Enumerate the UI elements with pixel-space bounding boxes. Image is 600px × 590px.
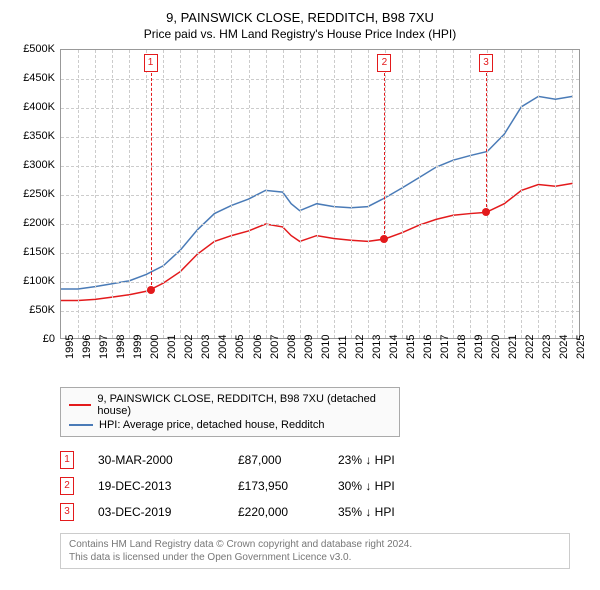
legend-item: HPI: Average price, detached house, Redd… (69, 418, 391, 432)
legend-swatch (69, 424, 93, 426)
row-pct: 23% ↓ HPI (338, 453, 448, 467)
row-price: £87,000 (238, 453, 338, 467)
x-axis-label: 2012 (354, 335, 366, 359)
x-axis-label: 2004 (217, 335, 229, 359)
x-axis-label: 2007 (269, 335, 281, 359)
data-point-dot (147, 286, 155, 294)
x-axis-label: 2021 (507, 335, 519, 359)
x-axis-label: 1995 (64, 335, 76, 359)
x-axis-label: 1997 (98, 335, 110, 359)
x-axis-label: 2010 (320, 335, 332, 359)
row-date: 03-DEC-2019 (98, 505, 238, 519)
plot-area: 1 2 3 (60, 49, 580, 339)
x-axis-label: 2005 (234, 335, 246, 359)
row-pct: 30% ↓ HPI (338, 479, 448, 493)
transaction-row: 1 30-MAR-2000 £87,000 23% ↓ HPI (15, 447, 585, 473)
y-axis-label: £150K (15, 246, 55, 258)
chart-area: 1 2 3 £0 £50K £100K £150K £200K £250K £300K £350K… (15, 49, 585, 379)
footer-line2: This data is licensed under the Open Gov… (69, 551, 561, 564)
row-marker: 3 (60, 503, 74, 521)
row-price: £220,000 (238, 505, 338, 519)
y-axis-label: £300K (15, 159, 55, 171)
y-axis-label: £200K (15, 217, 55, 229)
row-marker: 1 (60, 451, 74, 469)
transaction-row: 3 03-DEC-2019 £220,000 35% ↓ HPI (15, 499, 585, 525)
x-axis-label: 2025 (575, 335, 587, 359)
x-axis-label: 2002 (183, 335, 195, 359)
x-axis-label: 2022 (524, 335, 536, 359)
transaction-row: 2 19-DEC-2013 £173,950 30% ↓ HPI (15, 473, 585, 499)
chart-marker: 3 (479, 54, 493, 72)
chart-marker: 2 (377, 54, 391, 72)
data-point-dot (482, 208, 490, 216)
legend: 9, PAINSWICK CLOSE, REDDITCH, B98 7XU (d… (60, 387, 400, 437)
x-axis-label: 1998 (115, 335, 127, 359)
x-axis-label: 2024 (558, 335, 570, 359)
x-axis-label: 2009 (303, 335, 315, 359)
y-axis-label: £50K (15, 304, 55, 316)
y-axis-label: £100K (15, 275, 55, 287)
legend-label: 9, PAINSWICK CLOSE, REDDITCH, B98 7XU (d… (97, 393, 391, 417)
chart-title: 9, PAINSWICK CLOSE, REDDITCH, B98 7XU (15, 10, 585, 25)
data-point-dot (380, 235, 388, 243)
x-axis-label: 2000 (149, 335, 161, 359)
x-axis-label: 2008 (286, 335, 298, 359)
x-axis-label: 2014 (388, 335, 400, 359)
x-axis-label: 2017 (439, 335, 451, 359)
row-date: 19-DEC-2013 (98, 479, 238, 493)
x-axis-label: 2023 (541, 335, 553, 359)
y-axis-label: £500K (15, 43, 55, 55)
x-axis-label: 2019 (473, 335, 485, 359)
x-axis-label: 2016 (422, 335, 434, 359)
x-axis-label: 2006 (252, 335, 264, 359)
row-pct: 35% ↓ HPI (338, 505, 448, 519)
x-axis-label: 2020 (490, 335, 502, 359)
legend-item: 9, PAINSWICK CLOSE, REDDITCH, B98 7XU (d… (69, 392, 391, 418)
row-marker: 2 (60, 477, 74, 495)
footer-attribution: Contains HM Land Registry data © Crown c… (60, 533, 570, 569)
x-axis-label: 2011 (337, 335, 349, 359)
y-axis-label: £450K (15, 72, 55, 84)
legend-swatch (69, 404, 91, 406)
legend-label: HPI: Average price, detached house, Redd… (99, 419, 324, 431)
y-axis-label: £0 (15, 333, 55, 345)
chart-svg (61, 50, 579, 338)
chart-marker: 1 (144, 54, 158, 72)
chart-container: 9, PAINSWICK CLOSE, REDDITCH, B98 7XU Pr… (0, 0, 600, 579)
x-axis-label: 2018 (456, 335, 468, 359)
footer-line1: Contains HM Land Registry data © Crown c… (69, 538, 561, 551)
x-axis-label: 1999 (132, 335, 144, 359)
x-axis-label: 2001 (166, 335, 178, 359)
x-axis-label: 1996 (81, 335, 93, 359)
data-table: 1 30-MAR-2000 £87,000 23% ↓ HPI 2 19-DEC… (15, 447, 585, 525)
y-axis-label: £250K (15, 188, 55, 200)
x-axis-label: 2015 (405, 335, 417, 359)
chart-subtitle: Price paid vs. HM Land Registry's House … (15, 27, 585, 41)
row-date: 30-MAR-2000 (98, 453, 238, 467)
y-axis-label: £400K (15, 101, 55, 113)
y-axis-label: £350K (15, 130, 55, 142)
x-axis-label: 2013 (371, 335, 383, 359)
x-axis-label: 2003 (200, 335, 212, 359)
row-price: £173,950 (238, 479, 338, 493)
